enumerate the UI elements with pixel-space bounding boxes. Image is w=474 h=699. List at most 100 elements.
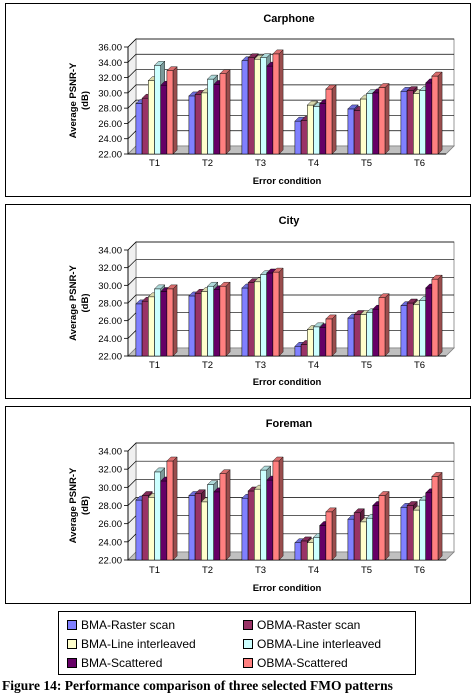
y-tick-label: 30.00 [98,281,122,292]
y-tick-label: 26.00 [98,519,122,530]
x-tick-label: T3 [255,158,266,169]
bar-front [141,495,149,561]
bar [431,71,443,155]
bar-front [419,300,426,357]
bar-front [406,505,414,561]
bar-front [300,120,308,155]
legend-label: OBMA-Scattered [257,656,348,670]
bar-side [172,66,178,155]
y-tick-label: 26.00 [98,316,122,327]
bar-front [213,289,221,357]
bar-front [260,274,267,357]
bar-side [278,456,284,561]
legend-swatch [243,658,253,668]
bar-front [353,512,361,561]
x-tick-label: T5 [361,565,372,576]
x-tick-label: T1 [149,565,160,576]
y-tick-label: 22.00 [98,150,122,161]
bar-front [419,499,426,561]
bar-front [207,484,214,561]
legend-item: BMA-Raster scan [67,617,175,633]
bar [219,281,231,357]
y-tick-label: 32.00 [98,73,122,84]
bar-front [213,84,221,155]
y-tick-label: 34.00 [98,58,122,69]
bar-front [201,92,208,155]
bar [325,507,337,561]
bar-front [160,84,168,155]
bar-front [272,460,280,561]
bar [272,267,284,357]
y-tick-label: 24.00 [98,334,122,345]
bar-front [319,525,327,561]
bar-side [172,456,178,561]
bar-front [313,106,320,155]
y-axis-label: Average PSNR-Y [68,62,79,138]
x-tick-label: T2 [202,360,213,371]
bar-side [437,471,443,561]
y-axis-label-unit: (dB) [80,294,91,313]
bar-front [425,287,433,357]
bar-front [353,110,361,155]
legend-label: BMA-Scattered [81,656,163,670]
gridline [127,478,454,488]
bar-front [160,291,168,357]
x-tick-label: T2 [202,158,213,169]
bar [378,83,390,155]
bar-front [372,505,380,561]
bar-front [431,278,439,357]
y-axis-label: Average PSNR-Y [68,265,79,341]
bar-front [135,303,143,357]
y-tick-label: 22.00 [98,352,122,363]
bar-front [219,285,227,357]
bar [166,66,178,155]
x-axis-label: Error condition [253,176,322,187]
bar-front [413,509,420,561]
legend-label: OBMA-Raster scan [257,618,361,632]
bar [431,471,443,561]
bar [166,284,178,357]
bar-front [254,58,261,155]
bar-side [331,84,337,155]
legend-swatch [67,639,77,649]
bar-front [400,305,408,357]
bar [272,49,284,155]
bar-front [272,53,280,155]
bar-front [141,97,149,155]
chart-panel-city: City 22.00 24.00 26.00 28.00 30.00 32.00 34.00 A… [5,204,471,399]
bar [325,84,337,155]
bar-front [148,80,155,155]
bar-front [307,104,314,155]
bar-front [425,82,433,155]
gridline [127,442,454,452]
bar-front [294,346,302,357]
gridline [127,38,454,48]
chart-title: Foreman [266,418,313,430]
bar-front [372,308,380,357]
gridline [127,497,454,506]
chart-city: City 22.00 24.00 26.00 28.00 30.00 32.00 34.00 A… [68,215,455,388]
x-tick-label: T1 [149,158,160,169]
bar-front [313,326,320,357]
y-tick-label: 30.00 [98,483,122,494]
bar-front [254,488,261,561]
bar-front [166,460,174,561]
bar [272,456,284,561]
bar-side [437,274,443,357]
x-tick-label: T3 [255,565,266,576]
bar-front [148,296,155,357]
bar-front [325,88,333,155]
x-axis-label: Error condition [253,583,322,594]
bar-front [241,287,249,357]
y-tick-label: 24.00 [98,537,122,548]
bar-front [325,318,333,357]
chart-title: Carphone [263,13,314,25]
bar-front [141,300,149,357]
x-tick-label: T6 [414,360,425,371]
legend-swatch [243,639,253,649]
bar-front [201,291,208,357]
bar-side [278,49,284,155]
bar-front [360,521,367,561]
bar [219,69,231,155]
legend-item: OBMA-Line interleaved [243,636,381,652]
